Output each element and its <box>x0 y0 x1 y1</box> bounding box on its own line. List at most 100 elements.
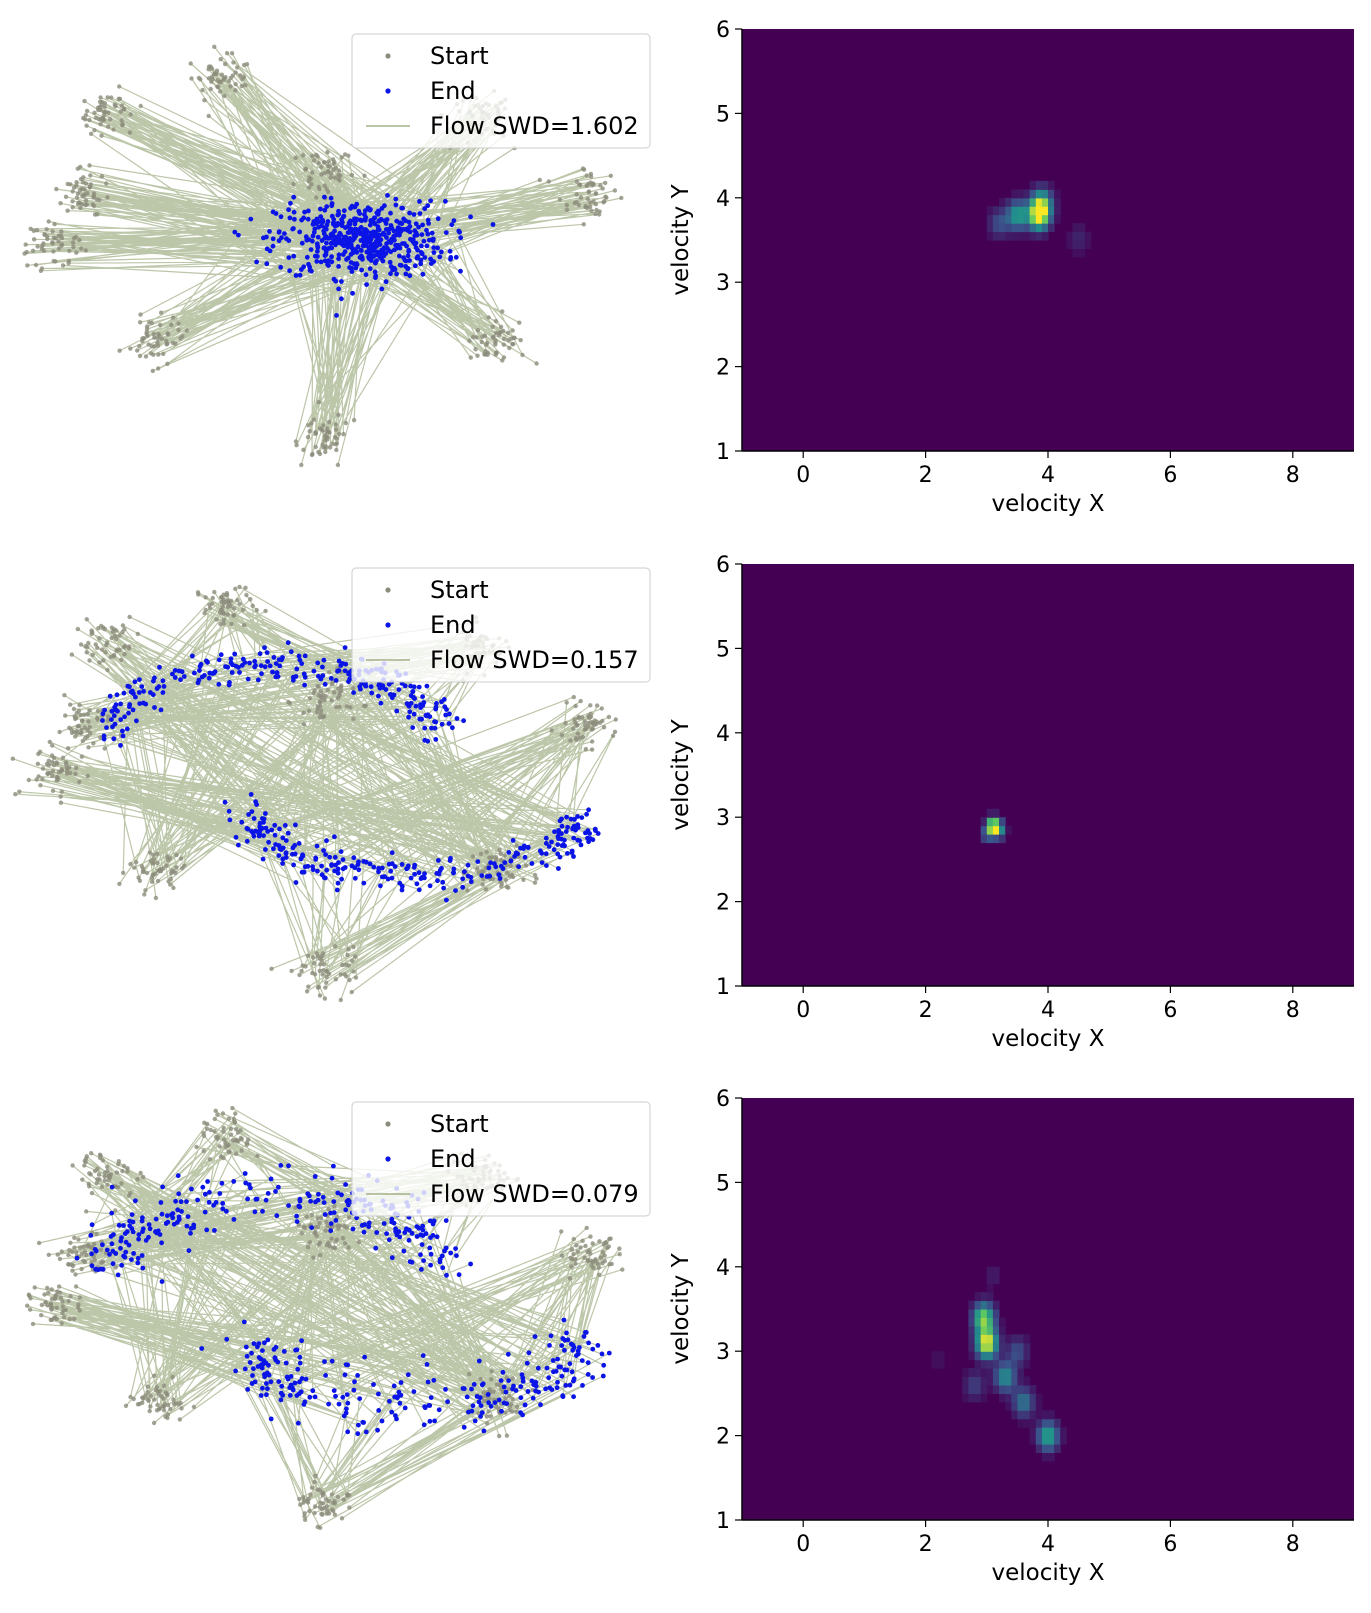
end-point <box>110 1261 116 1267</box>
heatmap-cell <box>999 1385 1006 1394</box>
start-point <box>163 1390 168 1395</box>
heatmap-cell <box>1011 1376 1018 1386</box>
end-point <box>202 673 207 678</box>
y-tick-label: 3 <box>716 806 730 831</box>
start-point <box>194 1144 199 1150</box>
start-point <box>507 1404 513 1409</box>
end-point <box>320 217 325 223</box>
end-point <box>207 1189 212 1195</box>
start-point <box>86 640 91 646</box>
legend-box <box>351 1101 651 1217</box>
end-point <box>270 209 276 215</box>
start-point <box>75 191 81 196</box>
end-point <box>585 1372 591 1377</box>
heatmap-cell <box>1072 223 1080 233</box>
end-point <box>247 1360 253 1365</box>
start-point <box>68 1240 73 1246</box>
start-point <box>204 1126 210 1131</box>
start-point <box>301 447 306 453</box>
end-point <box>418 705 423 710</box>
start-point <box>176 327 181 333</box>
end-point <box>329 245 335 251</box>
heatmap-cell <box>1011 1342 1018 1352</box>
end-point <box>579 1358 585 1363</box>
start-point <box>470 854 476 859</box>
start-point <box>111 652 117 658</box>
start-point <box>213 1108 218 1114</box>
y-tick-label: 4 <box>716 187 730 212</box>
end-point <box>361 880 367 886</box>
end-point <box>391 1220 397 1226</box>
start-point <box>92 1241 97 1247</box>
end-point <box>396 687 402 692</box>
start-point <box>164 342 169 347</box>
end-point <box>334 887 340 893</box>
start-point <box>152 1397 157 1402</box>
end-point <box>567 1361 573 1367</box>
end-point <box>389 1216 395 1222</box>
start-point <box>57 729 62 735</box>
start-point <box>85 734 90 739</box>
end-point <box>282 231 287 237</box>
end-point <box>336 264 341 269</box>
end-point <box>359 267 364 273</box>
end-point <box>431 259 437 264</box>
start-point <box>233 88 238 93</box>
end-point <box>427 1245 433 1251</box>
legend-end-marker <box>385 1156 391 1162</box>
end-point <box>176 668 182 674</box>
end-point <box>372 269 378 275</box>
start-point <box>317 186 322 192</box>
legend-end-marker <box>385 88 391 94</box>
end-point <box>261 820 266 825</box>
end-point <box>295 1420 301 1426</box>
start-point <box>250 603 255 608</box>
end-point <box>367 252 372 257</box>
end-point <box>376 869 381 875</box>
end-point <box>586 1340 591 1346</box>
heatmap-cell <box>999 1334 1006 1344</box>
start-point <box>120 629 125 635</box>
end-point <box>160 690 166 695</box>
end-point <box>575 822 581 828</box>
start-point <box>585 1258 591 1264</box>
end-point <box>362 1354 367 1360</box>
end-point <box>376 865 381 871</box>
start-point <box>51 249 56 254</box>
start-point <box>324 969 329 974</box>
start-point <box>514 1404 520 1410</box>
start-point <box>77 237 82 243</box>
end-point <box>277 663 283 669</box>
start-point <box>326 159 331 164</box>
end-point <box>390 267 395 273</box>
end-point <box>558 1364 563 1370</box>
start-point <box>225 612 230 617</box>
end-point <box>580 1383 585 1388</box>
end-point <box>304 254 310 260</box>
heatmap-cell <box>1023 1410 1031 1420</box>
end-point <box>425 231 431 237</box>
start-point <box>327 1244 332 1249</box>
start-point <box>221 1137 227 1142</box>
start-point <box>177 1417 182 1422</box>
start-point <box>583 205 588 210</box>
end-point <box>475 859 481 864</box>
end-point <box>557 818 563 824</box>
start-point <box>168 876 173 882</box>
end-point <box>443 1245 449 1251</box>
start-point <box>146 1398 151 1404</box>
end-point <box>272 832 278 838</box>
end-point <box>375 238 381 244</box>
end-point <box>184 1223 190 1229</box>
heatmap-cell <box>1041 1435 1049 1445</box>
end-point <box>396 1389 402 1395</box>
start-point <box>59 229 64 234</box>
end-point <box>118 717 124 722</box>
start-point <box>315 1224 321 1230</box>
end-point <box>211 670 217 676</box>
end-point <box>207 670 213 676</box>
start-point <box>66 261 71 266</box>
end-point <box>375 249 380 255</box>
